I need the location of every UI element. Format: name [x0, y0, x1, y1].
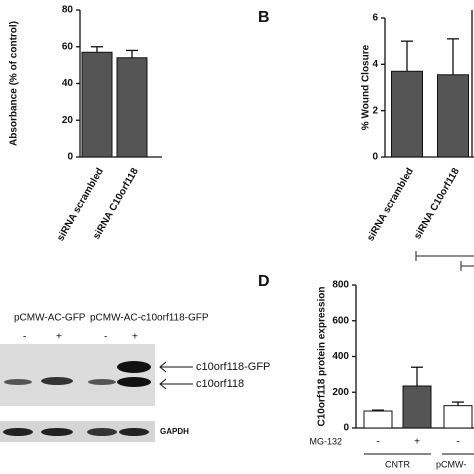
bracket: [415, 251, 474, 271]
treatment: +: [132, 332, 138, 343]
panel-label: B: [258, 9, 270, 26]
x-tick-label: -: [456, 437, 459, 448]
treatment-label: MG-132: [309, 436, 342, 446]
blot: pCMW-AC-GFP pCMW-AC-c10orf118-GFP - + - …: [0, 313, 270, 442]
treatment: +: [56, 332, 62, 343]
bar: [363, 410, 393, 429]
x-tick-label: siRNA C10orf118: [412, 166, 462, 241]
band-label: c10orf118: [196, 378, 244, 390]
y-tick-label: 6: [372, 13, 378, 24]
x-tick-label: -: [376, 437, 379, 448]
band-label: c10orf118-GFP: [196, 361, 270, 373]
y-tick-label: 80: [62, 5, 74, 16]
loading-label: GAPDH: [160, 427, 189, 436]
bar: [116, 57, 148, 158]
y-tick-label: 400: [332, 351, 349, 362]
y-tick-label: 4: [372, 59, 378, 70]
y-tick-label: 0: [372, 152, 378, 163]
blot-image: [0, 344, 155, 406]
treatment: -: [104, 332, 107, 343]
y-tick-label: 40: [62, 78, 74, 89]
y-tick-label: 600: [332, 315, 349, 326]
y-axis-label: Absorbance (% of control): [9, 21, 20, 146]
bar: [81, 51, 113, 158]
group-label: pCMW-: [436, 459, 466, 469]
blot-image: [0, 421, 155, 442]
y-tick-label: 200: [332, 387, 349, 398]
x-tick-label: siRNA scrambled: [365, 166, 416, 243]
y-tick-label: 0: [67, 152, 73, 163]
y-tick-label: 60: [62, 41, 74, 52]
y-tick-label: 800: [332, 280, 349, 291]
blot-label: pCMW-AC-c10orf118-GFP: [90, 313, 209, 324]
y-tick-label: 2: [372, 105, 378, 116]
x-tick-label: +: [414, 437, 420, 448]
bar: [391, 70, 423, 158]
group-label: CNTR: [385, 459, 410, 469]
panel-label: D: [258, 273, 270, 290]
y-tick-label: 20: [62, 115, 74, 126]
y-axis-label: C10orf118 protein expression: [317, 286, 328, 426]
y-axis-label: % Wound Closure: [361, 44, 372, 130]
treatment: -: [23, 332, 26, 343]
bar: [443, 405, 473, 429]
bar: [402, 385, 432, 429]
bar: [437, 74, 469, 158]
blot-label: pCMW-AC-GFP: [14, 313, 86, 324]
y-tick-label: 0: [343, 423, 349, 434]
